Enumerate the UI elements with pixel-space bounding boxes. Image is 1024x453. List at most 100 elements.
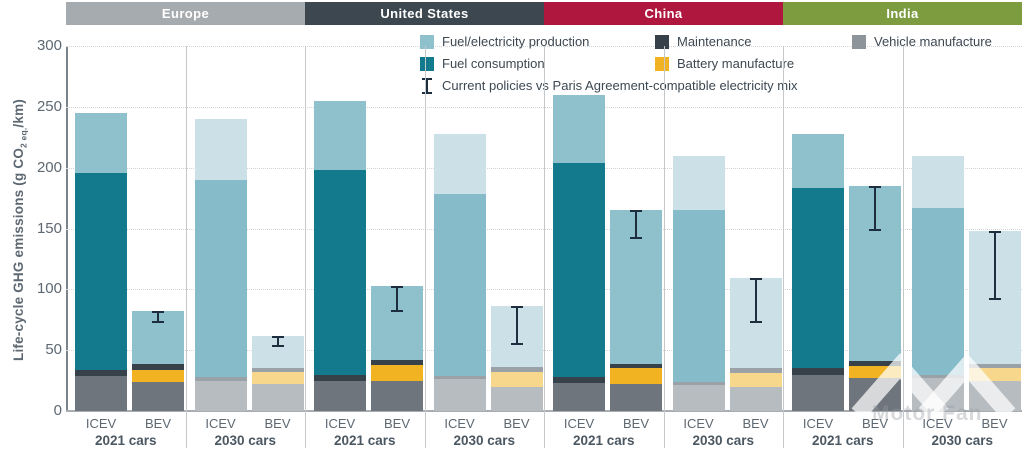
bar-segment-fuel-consumption bbox=[792, 188, 844, 369]
error-bar-cap-bottom bbox=[152, 321, 164, 324]
legend-label: Maintenance bbox=[677, 34, 752, 49]
bar-label: BEV bbox=[861, 416, 888, 431]
y-tick-label: 0 bbox=[53, 402, 62, 419]
region-header-india: India bbox=[783, 2, 1022, 25]
group-label: 2021 cars bbox=[333, 433, 396, 448]
y-tick-label: 300 bbox=[36, 37, 62, 54]
error-bar-cap-top bbox=[271, 335, 284, 338]
bar-segment-vehicle-manufacture bbox=[729, 386, 782, 411]
error-bar-cap-top bbox=[510, 306, 523, 309]
separator-line bbox=[424, 46, 426, 448]
bar-segment-maintenance bbox=[610, 363, 662, 369]
bar-segment-vehicle-manufacture bbox=[672, 385, 725, 411]
bar-label: ICEV bbox=[802, 416, 834, 431]
error-bar bbox=[396, 285, 398, 313]
group-label: 2030 cars bbox=[931, 433, 994, 448]
stacked-bar-icev bbox=[553, 94, 605, 411]
bar-label: ICEV bbox=[324, 416, 356, 431]
bar-segment-maintenance bbox=[490, 367, 543, 373]
bar-segment-battery-manufacture bbox=[968, 368, 1021, 381]
region-header-china: China bbox=[544, 2, 783, 25]
bar-segment-vehicle-manufacture bbox=[433, 379, 486, 411]
group-label: 2030 cars bbox=[453, 433, 516, 448]
error-bar-cap-bottom bbox=[988, 298, 1001, 301]
legend-swatch-fuel-consumption-icon bbox=[420, 56, 434, 71]
bar-segment-battery-manufacture bbox=[490, 372, 543, 387]
stacked-bar-icev bbox=[672, 155, 725, 411]
bar-segment-vehicle-manufacture bbox=[314, 380, 366, 411]
bar-segment-fuel-electricity-production bbox=[433, 133, 486, 195]
bar-segment-vehicle-manufacture bbox=[911, 378, 964, 411]
error-bar bbox=[276, 335, 279, 347]
error-bar-cap-bottom bbox=[510, 343, 523, 346]
group-label: 2030 cars bbox=[692, 433, 755, 448]
error-bar bbox=[754, 278, 757, 324]
bar-segment-maintenance bbox=[672, 381, 725, 386]
legend-error-label: Current policies vs Paris Agreement-comp… bbox=[442, 78, 798, 93]
bar-segment-maintenance bbox=[75, 369, 127, 376]
legend-label: Vehicle manufacture bbox=[874, 34, 992, 49]
stacked-bar-icev bbox=[75, 112, 127, 411]
bar-segment-fuel-electricity-production bbox=[672, 155, 725, 211]
bar-label: BEV bbox=[264, 416, 291, 431]
bar-segment-fuel-electricity-production bbox=[553, 94, 605, 163]
group-label: 2030 cars bbox=[214, 433, 277, 448]
bar-segment-maintenance bbox=[371, 359, 423, 365]
error-bar-cap-bottom bbox=[391, 310, 403, 313]
y-tick-label: 250 bbox=[36, 97, 62, 115]
error-bar-cap-top bbox=[630, 210, 642, 213]
bar-segment-vehicle-manufacture bbox=[968, 380, 1021, 411]
stacked-bar-icev bbox=[433, 133, 486, 411]
legend-swatch-vehicle-manufacture-icon bbox=[852, 34, 866, 49]
bar-segment-battery-manufacture bbox=[371, 364, 423, 381]
separator-line bbox=[305, 46, 306, 448]
stacked-bar-icev bbox=[194, 119, 247, 411]
region-header-united-states: United States bbox=[305, 2, 544, 25]
stacked-bar-icev bbox=[792, 133, 844, 411]
bar-label: ICEV bbox=[444, 416, 475, 431]
error-bar-icon bbox=[422, 77, 432, 94]
legend-item-error-bar: Current policies vs Paris Agreement-comp… bbox=[420, 76, 992, 95]
separator-line bbox=[544, 46, 545, 448]
bar-segment-vehicle-manufacture bbox=[792, 374, 844, 411]
bar-segment-battery-manufacture bbox=[849, 366, 901, 379]
error-bar bbox=[157, 311, 159, 324]
y-axis-title-subscript: 2 eq. bbox=[18, 127, 29, 148]
legend-item-fuel-electricity-production: Fuel/electricity production bbox=[420, 32, 655, 51]
bar-segment-vehicle-manufacture bbox=[553, 383, 605, 411]
separator-line bbox=[783, 46, 784, 448]
bar-segment-vehicle-manufacture bbox=[194, 380, 247, 411]
bar-segment-fuel-consumption bbox=[314, 170, 366, 375]
error-bar-cap-top bbox=[749, 278, 762, 281]
y-tick-label: 200 bbox=[36, 158, 62, 176]
bar-segment-maintenance bbox=[729, 368, 782, 374]
legend-swatch-battery-manufacture-icon bbox=[655, 56, 669, 71]
bar-segment-fuel-consumption bbox=[911, 207, 964, 375]
bar-segment-maintenance bbox=[194, 376, 247, 381]
stacked-bar-bev bbox=[251, 335, 304, 411]
legend-item-battery-manufacture: Battery manufacture bbox=[655, 54, 852, 73]
bar-segment-maintenance bbox=[433, 375, 486, 380]
bar-segment-fuel-electricity-production bbox=[194, 119, 247, 180]
bar-label: BEV bbox=[383, 416, 410, 431]
group-label: 2021 cars bbox=[572, 433, 635, 448]
error-bar-cap-top bbox=[391, 285, 403, 288]
bar-segment-fuel-consumption bbox=[672, 210, 725, 382]
bar-segment-maintenance bbox=[251, 368, 304, 373]
bar-label: ICEV bbox=[85, 416, 117, 431]
bar-segment-vehicle-manufacture bbox=[490, 386, 543, 411]
bar-label: BEV bbox=[981, 416, 1008, 431]
group-label: 2021 cars bbox=[811, 433, 874, 448]
bar-segment-vehicle-manufacture bbox=[849, 378, 901, 411]
error-bar-cap-top bbox=[869, 185, 881, 188]
bar-segment-vehicle-manufacture bbox=[371, 380, 423, 411]
bar-segment-battery-manufacture bbox=[729, 373, 782, 387]
error-bar bbox=[515, 306, 518, 346]
error-bar-cap-bottom bbox=[271, 344, 284, 347]
legend-item-vehicle-manufacture: Vehicle manufacture bbox=[852, 32, 992, 51]
error-bar-cap-bottom bbox=[630, 237, 642, 240]
bar-segment-fuel-consumption bbox=[553, 162, 605, 377]
bar-segment-vehicle-manufacture bbox=[132, 381, 184, 411]
y-axis-title-text: Life-cycle GHG emissions (g CO bbox=[11, 147, 26, 361]
